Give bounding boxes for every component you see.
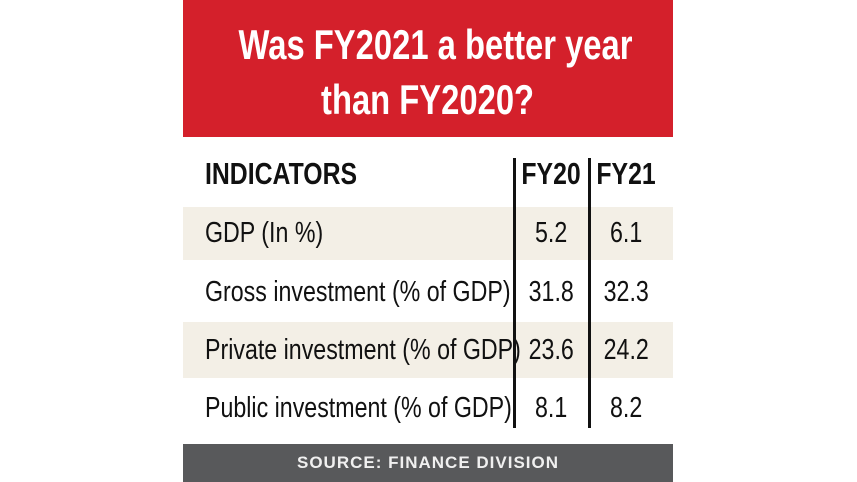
indicator-label: Private investment (% of GDP) (205, 333, 521, 366)
table-row: Public investment (% of GDP) 8.1 8.2 (183, 380, 673, 436)
fy21-value: 32.3 (603, 275, 650, 308)
fy20-value: 31.8 (528, 275, 575, 308)
indicator-label: Gross investment (% of GDP) (205, 275, 511, 308)
fy21-value: 24.2 (603, 333, 650, 366)
column-divider (513, 158, 516, 428)
table-row: GDP (In %) 5.2 6.1 (183, 207, 673, 260)
title-line-1: Was FY2021 a better year (238, 21, 633, 68)
indicator-label: GDP (In %) (205, 217, 324, 249)
table-header-row: INDICATORS FY20 FY21 (183, 148, 673, 200)
header-fy20: FY20 (521, 156, 582, 191)
fy21-value: 6.1 (610, 217, 643, 249)
fy20-value: 5.2 (535, 217, 568, 249)
column-divider (588, 158, 591, 428)
table-row: Gross investment (% of GDP) 31.8 32.3 (183, 264, 673, 320)
header-indicators: INDICATORS (205, 156, 358, 191)
fy20-value: 8.1 (535, 391, 568, 424)
source-bar: SOURCE: FINANCE DIVISION (183, 444, 673, 482)
header-fy21: FY21 (596, 156, 657, 191)
table-row: Private investment (% of GDP) 23.6 24.2 (183, 322, 673, 378)
source-text: SOURCE: FINANCE DIVISION (296, 453, 560, 472)
fy20-value: 23.6 (528, 333, 575, 366)
title-banner: Was FY2021 a better year than FY2020? (183, 0, 673, 137)
indicator-label: Public investment (% of GDP) (205, 391, 512, 424)
title-line-2: than FY2020? (321, 76, 535, 123)
fy21-value: 8.2 (610, 391, 643, 424)
infographic-card: Was FY2021 a better year than FY2020? IN… (183, 0, 673, 482)
